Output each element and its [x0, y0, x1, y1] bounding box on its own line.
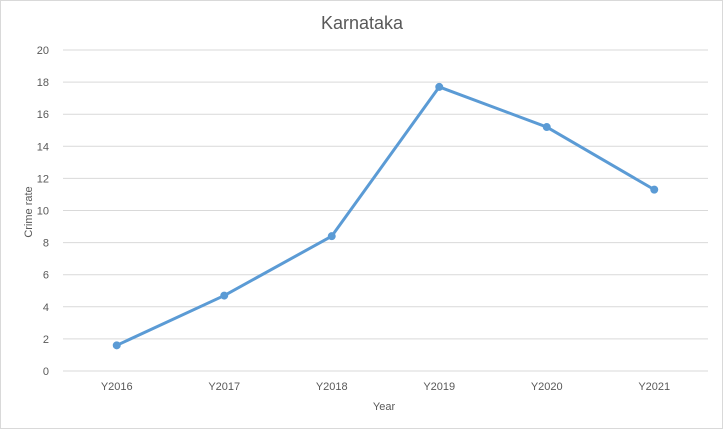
x-tick-label: Y2018 — [316, 381, 348, 393]
gridlines — [63, 49, 708, 340]
x-tick-label: Y2020 — [531, 381, 563, 393]
x-tick-label: Y2017 — [208, 381, 240, 393]
y-tick-label: 10 — [37, 206, 49, 218]
x-axis-ticks: Y2016 Y2017 Y2018 Y2019 Y2020 Y2021 — [101, 381, 670, 393]
y-tick-label: 0 — [43, 366, 49, 378]
data-point — [542, 123, 551, 132]
y-tick-label: 14 — [37, 141, 49, 153]
y-tick-label: 18 — [37, 77, 49, 89]
y-tick-label: 20 — [37, 45, 49, 57]
y-tick-label: 4 — [43, 302, 49, 314]
y-tick-label: 12 — [37, 173, 49, 185]
data-point — [327, 232, 336, 241]
y-tick-label: 6 — [43, 270, 49, 282]
data-point — [220, 291, 229, 300]
x-axis-title: Year — [373, 401, 396, 413]
data-point — [112, 341, 121, 350]
y-axis-ticks: 0 2 4 6 8 10 12 14 16 18 20 — [37, 45, 49, 378]
series-line — [115, 85, 656, 347]
data-point — [650, 185, 659, 194]
chart-title: Karnataka — [321, 13, 404, 33]
x-tick-label: Y2019 — [423, 381, 455, 393]
y-tick-label: 16 — [37, 109, 49, 121]
y-tick-label: 2 — [43, 334, 49, 346]
y-tick-label: 8 — [43, 238, 49, 250]
x-tick-label: Y2016 — [101, 381, 133, 393]
y-axis-title: Crime rate — [23, 186, 35, 237]
data-point — [435, 82, 444, 91]
x-tick-label: Y2021 — [638, 381, 670, 393]
series-group — [112, 82, 659, 350]
